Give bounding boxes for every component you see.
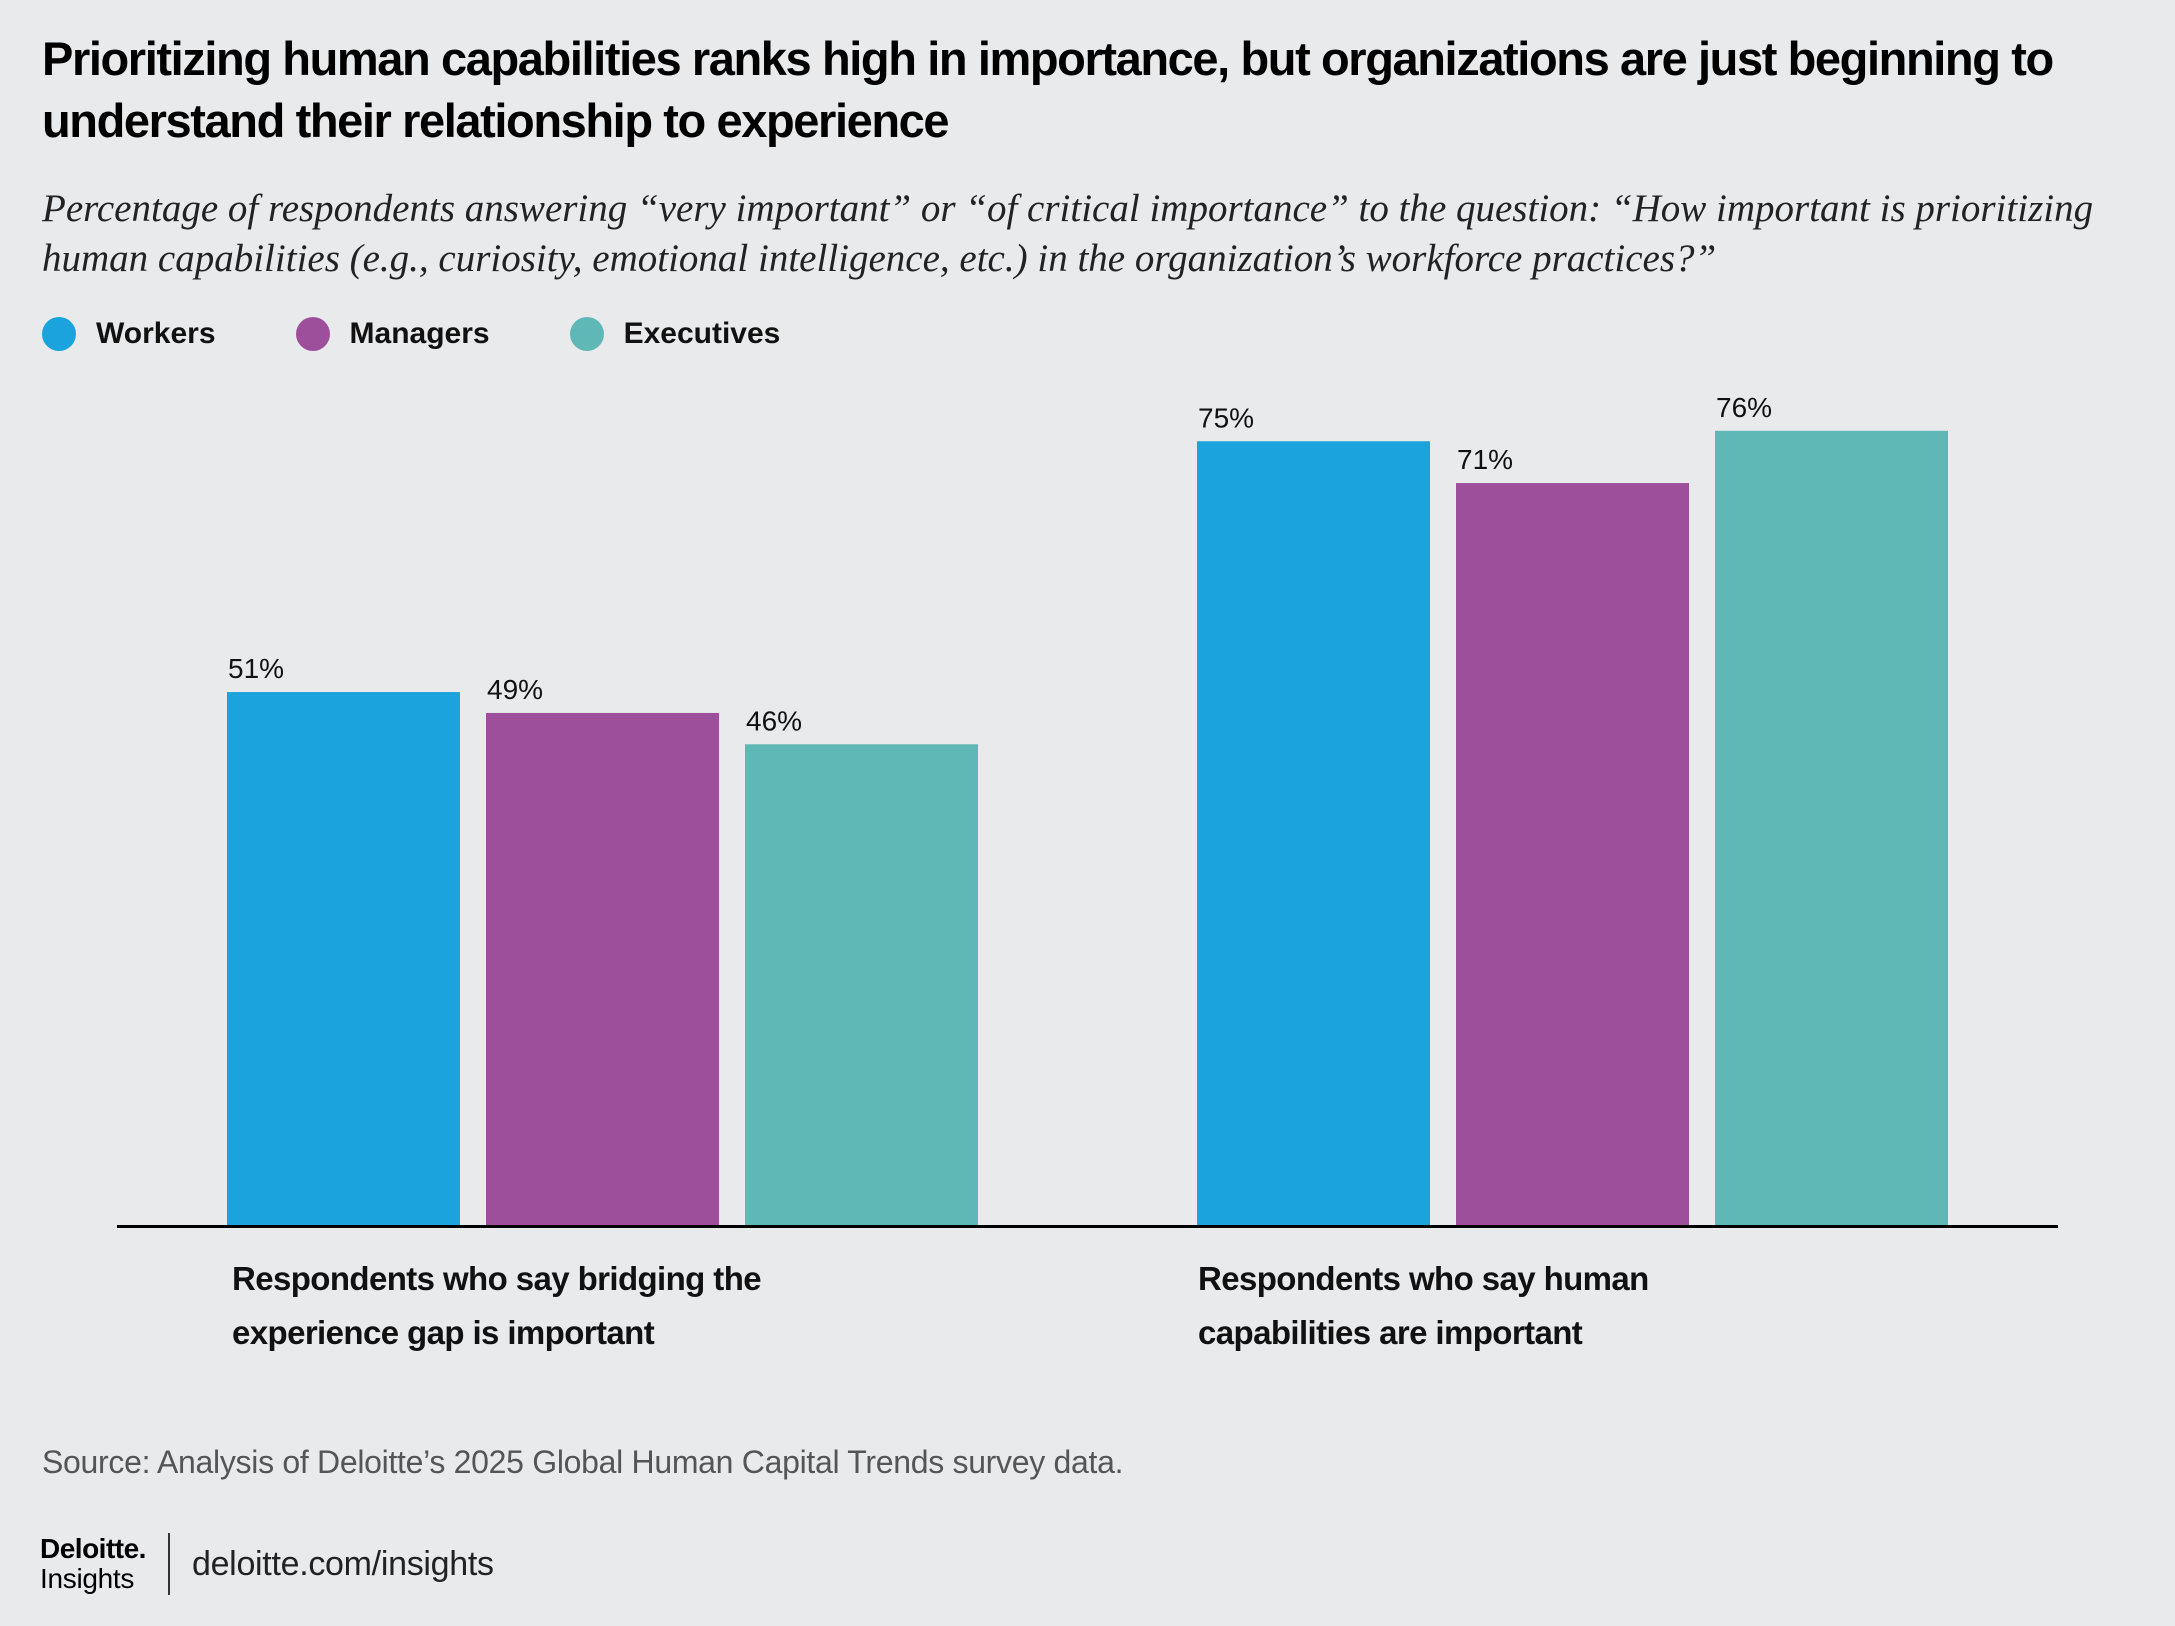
bar-group-2: 75% 71% 76% (1197, 392, 1948, 1225)
legend-label-managers: Managers (349, 317, 490, 350)
bar-managers-2 (1456, 483, 1689, 1225)
legend-item-workers: Workers (42, 317, 216, 351)
bar-value-managers-1: 49% (487, 674, 543, 705)
chart-title: Prioritizing human capabilities ranks hi… (42, 32, 2054, 147)
bar-value-executives-1: 46% (746, 705, 802, 736)
footer-divider (167, 1533, 170, 1595)
bar-value-workers-2: 75% (1198, 402, 1254, 433)
legend-item-executives: Executives (569, 317, 781, 351)
bar-workers-1 (227, 692, 460, 1225)
legend-swatch-managers (295, 317, 330, 351)
source-note: Source: Analysis of Deloitte’s 2025 Glob… (42, 1444, 1124, 1480)
bar-executives-1 (745, 744, 978, 1225)
deloitte-insights-logo: Deloitte. Insights (40, 1535, 146, 1593)
legend-swatch-executives (569, 317, 604, 351)
legend-label-workers: Workers (96, 317, 216, 350)
footer: Deloitte. Insights deloitte.com/insights (40, 1532, 494, 1596)
footer-link[interactable]: deloitte.com/insights (191, 1544, 494, 1583)
legend-swatch-workers (42, 317, 76, 351)
logo-sub-text: Insights (40, 1563, 135, 1594)
bar-executives-2 (1715, 430, 1948, 1225)
bar-chart: 51% 49% 46% 75% 71% 76% (117, 392, 2058, 1228)
legend: Workers Managers Executives (42, 314, 860, 354)
logo-main-text: Deloitte. (40, 1533, 146, 1564)
bar-managers-1 (486, 712, 719, 1225)
category-label-experience-gap: Respondents who say bridging the experie… (232, 1260, 762, 1351)
legend-label-executives: Executives (623, 317, 781, 350)
chart-subtitle: Percentage of respondents answering “ver… (42, 187, 2094, 280)
category-label-human-capabilities: Respondents who say human capabilities a… (1198, 1260, 1649, 1351)
bar-value-workers-1: 51% (228, 653, 284, 684)
bar-value-managers-2: 71% (1457, 444, 1513, 475)
bar-value-executives-2: 76% (1716, 392, 1772, 423)
bar-workers-2 (1197, 441, 1430, 1225)
bar-group-1: 51% 49% 46% (227, 653, 978, 1225)
legend-item-managers: Managers (295, 317, 490, 351)
